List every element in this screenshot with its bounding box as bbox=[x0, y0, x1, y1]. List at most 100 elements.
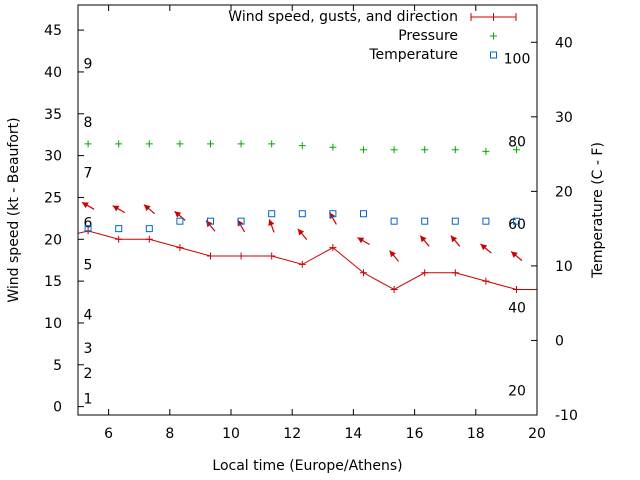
beaufort-label: 4 bbox=[84, 308, 93, 324]
temperature-point bbox=[237, 217, 245, 225]
series-layer bbox=[78, 140, 537, 293]
wind-arrow-head bbox=[268, 219, 275, 227]
y-tick-label: 5 bbox=[53, 358, 62, 374]
wind-arrow-head bbox=[174, 211, 182, 218]
wind-point bbox=[145, 235, 153, 243]
wind-direction-arrow bbox=[389, 250, 400, 262]
x-tick-label: 18 bbox=[467, 426, 485, 442]
wind-direction-arrow bbox=[268, 219, 275, 233]
x-tick-label: 8 bbox=[165, 426, 174, 442]
temperature-point bbox=[329, 210, 337, 218]
wind-arrow-head bbox=[237, 219, 244, 227]
x-axis-label: Local time (Europe/Athens) bbox=[212, 458, 402, 474]
legend-swatch-temperature bbox=[490, 51, 497, 59]
pressure-point bbox=[482, 147, 490, 155]
wind-direction-arrow bbox=[357, 236, 370, 245]
beaufort-label: 1 bbox=[84, 391, 93, 407]
legend-label-wind: Wind speed, gusts, and direction bbox=[228, 9, 458, 25]
temperature-point bbox=[115, 225, 123, 233]
y-tick-label: 40 bbox=[44, 65, 62, 81]
fahrenheit-label: 80 bbox=[508, 134, 526, 150]
wind-arrow-head bbox=[329, 212, 336, 220]
axis-labels: Local time (Europe/Athens) Wind speed (k… bbox=[6, 117, 606, 474]
beaufort-label: 9 bbox=[84, 57, 93, 73]
pressure-point bbox=[145, 140, 153, 148]
x-tick-label: 6 bbox=[104, 426, 113, 442]
wind-point bbox=[451, 269, 459, 277]
wind-direction-arrow bbox=[143, 204, 156, 215]
wind-direction-arrow bbox=[81, 201, 95, 210]
wind-point bbox=[115, 235, 123, 243]
temperature-point bbox=[390, 217, 398, 225]
y-tick-label: 30 bbox=[44, 149, 62, 165]
pressure-point bbox=[359, 146, 367, 154]
pressure-point bbox=[512, 146, 520, 154]
fahrenheit-label: 100 bbox=[504, 52, 531, 68]
wind-point bbox=[359, 269, 367, 277]
legend-label-temperature: Temperature bbox=[368, 47, 458, 63]
legend: Wind speed, gusts, and direction Pressur… bbox=[228, 9, 517, 63]
pressure-point bbox=[390, 146, 398, 154]
pressure-point bbox=[176, 140, 184, 148]
y2-axis-label: Temperature (C - F) bbox=[590, 142, 606, 279]
wind-direction-arrow bbox=[450, 235, 461, 247]
beaufort-label: 7 bbox=[84, 165, 93, 181]
wind-direction-arrow bbox=[174, 210, 186, 221]
wind-arrow-head bbox=[420, 235, 427, 243]
legend-swatch-pressure bbox=[490, 32, 497, 40]
wind-arrow-head bbox=[511, 251, 518, 258]
temperature-point bbox=[145, 225, 153, 233]
pressure-point bbox=[84, 140, 92, 148]
wind-point bbox=[206, 252, 214, 260]
wind-arrow-head bbox=[480, 243, 488, 251]
wind-arrow-head bbox=[82, 202, 89, 209]
wind-point bbox=[390, 285, 398, 293]
temperature-point bbox=[298, 210, 306, 218]
wind-arrow-head bbox=[357, 237, 365, 244]
wind-direction-arrow bbox=[237, 219, 246, 233]
x-tick-label: 10 bbox=[222, 426, 240, 442]
temperature-point bbox=[176, 217, 184, 225]
temperature-point bbox=[421, 217, 429, 225]
pressure-point bbox=[237, 140, 245, 148]
wind-point bbox=[482, 277, 490, 285]
wind-point bbox=[268, 252, 276, 260]
fahrenheit-label: 40 bbox=[508, 301, 526, 317]
wind-point bbox=[329, 244, 337, 252]
y2-tick-label: 30 bbox=[555, 110, 573, 126]
y2-tick-label: 20 bbox=[555, 184, 573, 200]
beaufort-label: 8 bbox=[84, 115, 93, 131]
beaufort-label: 3 bbox=[84, 341, 93, 357]
fahrenheit-label: 20 bbox=[508, 383, 526, 399]
wind-arrow-head bbox=[143, 204, 151, 211]
wind-direction-arrow bbox=[297, 228, 308, 241]
grid-and-ticks: 6 8 10 12 14 16 18 20051015202530354045-1001020… bbox=[44, 5, 578, 442]
wind-point bbox=[237, 252, 245, 260]
wind-point bbox=[84, 227, 92, 235]
wind-direction-arrow bbox=[480, 243, 492, 254]
temperature-point bbox=[451, 217, 459, 225]
y-tick-label: 20 bbox=[44, 232, 62, 248]
fahrenheit-label: 60 bbox=[508, 217, 526, 233]
beaufort-label: 5 bbox=[84, 257, 93, 273]
pressure-point bbox=[298, 142, 306, 150]
legend-label-pressure: Pressure bbox=[398, 28, 458, 44]
y-tick-label: 35 bbox=[44, 107, 62, 123]
pressure-point bbox=[421, 146, 429, 154]
wind-point bbox=[176, 244, 184, 252]
wind-arrow-head bbox=[112, 205, 120, 212]
x-tick-label: 20 bbox=[528, 426, 546, 442]
wind-point bbox=[421, 269, 429, 277]
pressure-point bbox=[268, 140, 276, 148]
legend-swatch-wind-marks bbox=[470, 13, 517, 21]
x-tick-label: 16 bbox=[406, 426, 424, 442]
pressure-point bbox=[206, 140, 214, 148]
temperature-point bbox=[206, 217, 214, 225]
wind-direction-arrow bbox=[112, 205, 126, 214]
y2-tick-label: 40 bbox=[555, 35, 573, 51]
y2-tick-label: 0 bbox=[555, 333, 564, 349]
wind-arrow-head bbox=[389, 250, 396, 258]
wind-arrow-head bbox=[297, 228, 305, 236]
wind-direction-arrow bbox=[419, 235, 430, 247]
y2-tick-label: -10 bbox=[555, 408, 578, 424]
